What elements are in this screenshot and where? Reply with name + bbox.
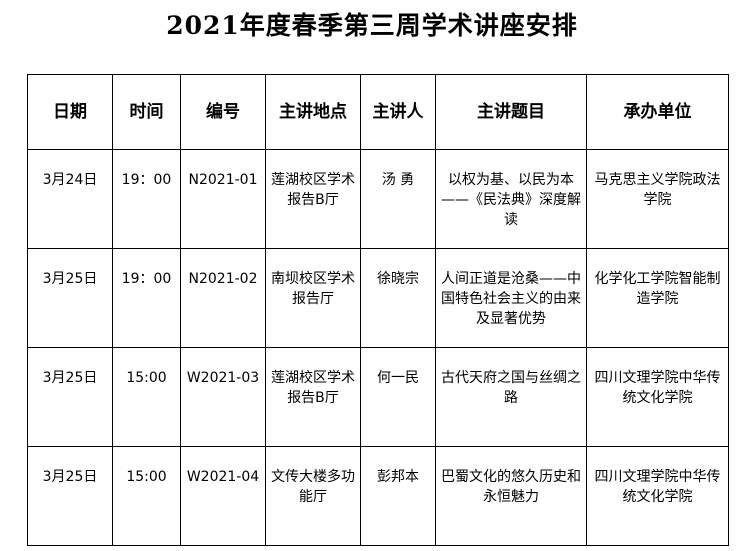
cell-speaker: 何一民 [360,347,436,447]
header-speaker: 主讲人 [360,74,436,150]
lecture-schedule-table: 日期 时间 编号 主讲地点 主讲人 主讲题目 承办单位 3月24日 19：00 N2… [27,74,729,546]
header-date: 日期 [27,74,113,150]
page-title: 2021年度春季第三周学术讲座安排 [166,11,578,40]
cell-code: W2021-03 [180,347,266,447]
cell-topic: 巴蜀文化的悠久历史和永恒魅力 [435,446,587,546]
cell-venue: 南坝校区学术报告厅 [265,248,361,348]
cell-code: W2021-04 [180,446,266,546]
cell-date: 3月24日 [27,149,113,249]
cell-code: N2021-01 [180,149,266,249]
cell-organizer: 四川文理学院中华传统文化学院 [586,446,729,546]
header-topic: 主讲题目 [435,74,587,150]
header-venue: 主讲地点 [265,74,361,150]
table-row: 3月24日 19：00 N2021-01 莲湖校区学术报告B厅汤 勇以权为基、以民为本… [27,149,729,249]
cell-venue: 文传大楼多功能厅 [265,446,361,546]
cell-time: 15:00 [112,446,181,546]
cell-organizer: 化学化工学院智能制造学院 [586,248,729,348]
table-row: 3月25日 15:00 W2021-04 文传大楼多功能厅 彭邦本 巴蜀文化的悠久历史和永… [27,446,729,546]
header-organizer: 承办单位 [586,74,729,150]
cell-code: N2021-02 [180,248,266,348]
cell-topic: 人间正道是沧桑——中国特色社会主义的由来及显著优势 [435,248,587,348]
cell-topic: 以权为基、以民为本——《民法典》深度解读 [435,149,587,249]
cell-organizer: 马克思主义学院政法学院 [586,149,729,249]
table-row: 3月25日 19：00 N2021-02 南坝校区学术报告厅 徐晓宗 人间正道是沧桑——中… [27,248,729,348]
header-code: 编号 [180,74,266,150]
header-time: 时间 [112,74,181,150]
cell-speaker: 徐晓宗 [360,248,436,348]
cell-speaker: 汤 勇 [360,149,436,249]
table-row: 3月25日 15:00 W2021-03 莲湖校区学术报告B厅 何一民 古代天府之国与丝绸… [27,347,729,447]
cell-venue: 莲湖校区学术报告B厅 [265,347,361,447]
header-row: 日期 时间 编号 主讲地点 主讲人 主讲题目 承办单位 [27,74,729,150]
cell-date: 3月25日 [27,446,113,546]
cell-time: 15:00 [112,347,181,447]
cell-organizer: 四川文理学院中华传统文化学院 [586,347,729,447]
cell-speaker: 彭邦本 [360,446,436,546]
cell-date: 3月25日 [27,248,113,348]
cell-time: 19：00 [112,149,181,249]
cell-date: 3月25日 [27,347,113,447]
cell-time: 19：00 [112,248,181,348]
cell-venue: 莲湖校区学术报告B厅 [265,149,361,249]
cell-topic: 古代天府之国与丝绸之路 [435,347,587,447]
